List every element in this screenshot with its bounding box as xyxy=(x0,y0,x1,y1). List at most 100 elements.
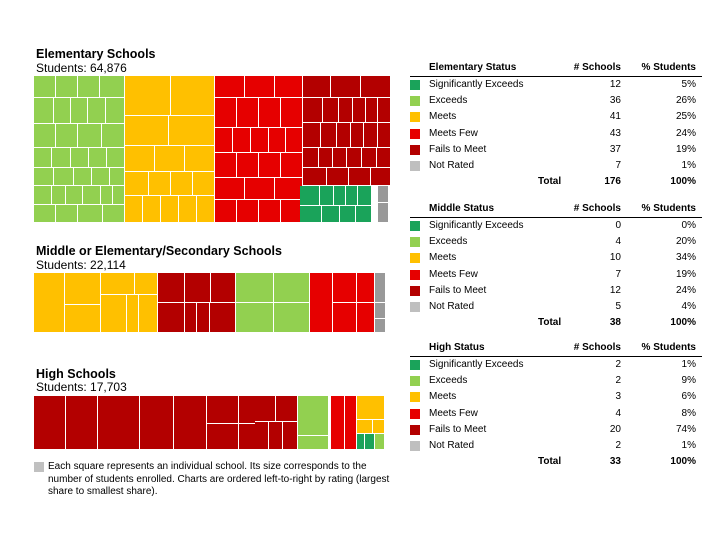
school-square xyxy=(303,168,327,186)
school-square xyxy=(103,205,125,223)
table-row: Meets Few 4 8% xyxy=(410,406,702,422)
school-square xyxy=(333,273,357,303)
rating-swatch xyxy=(410,392,420,403)
school-square xyxy=(56,76,78,98)
school-square xyxy=(274,303,310,333)
rating-swatch xyxy=(410,144,420,155)
table-header: High Status # Schools % Students xyxy=(410,340,702,357)
rating-swatch xyxy=(410,376,420,387)
table-title: Elementary Status xyxy=(429,62,517,73)
school-square xyxy=(197,196,215,223)
school-square xyxy=(169,116,215,146)
rating-label: Significantly Exceeds xyxy=(429,359,524,370)
school-square xyxy=(334,186,346,206)
table-row: Meets Few 7 19% xyxy=(410,267,702,283)
school-square xyxy=(71,148,89,168)
school-square xyxy=(274,273,310,303)
school-square xyxy=(34,124,56,148)
school-square xyxy=(101,273,135,295)
rating-label: Fails to Meet xyxy=(429,423,487,435)
rating-swatch xyxy=(410,221,420,231)
students-percent: 1% xyxy=(681,159,696,171)
rating-label: Meets xyxy=(429,391,457,403)
school-square xyxy=(321,123,337,148)
elementary-status-table: Elementary Status # Schools % Students Sign… xyxy=(410,60,702,190)
school-square xyxy=(56,124,78,148)
school-square xyxy=(66,186,83,205)
total-label: Total xyxy=(538,317,562,329)
rating-label: Meets Few xyxy=(429,268,478,280)
students-percent: 5% xyxy=(681,79,696,90)
school-square xyxy=(78,124,102,148)
school-square xyxy=(357,420,373,434)
school-square xyxy=(233,128,251,153)
students-percent: 6% xyxy=(681,391,696,403)
school-square xyxy=(236,273,274,303)
high-students: Students: 17,703 xyxy=(36,380,127,394)
table-header: Elementary Status # Schools % Students xyxy=(410,60,702,77)
table-row: Significantly Exceeds 12 5% xyxy=(410,77,702,93)
school-square xyxy=(34,168,54,186)
table-total-row: Total 176 100% xyxy=(410,174,702,190)
school-square xyxy=(149,172,171,196)
school-square xyxy=(300,206,322,223)
school-square xyxy=(185,273,211,303)
school-square xyxy=(303,76,331,98)
legend-note-swatch xyxy=(34,462,44,472)
school-square xyxy=(340,206,356,223)
school-square xyxy=(351,123,364,148)
school-square xyxy=(143,196,161,223)
schools-col-header: # Schools xyxy=(573,342,621,353)
schools-count: 2 xyxy=(615,375,621,387)
schools-count: 43 xyxy=(609,127,621,139)
students-percent: 19% xyxy=(675,143,696,155)
students-col-header: % Students xyxy=(641,203,696,214)
school-square xyxy=(375,319,386,333)
school-square xyxy=(34,148,52,168)
school-square xyxy=(377,148,391,168)
school-square xyxy=(357,303,375,333)
rating-swatch xyxy=(410,253,420,264)
school-square xyxy=(375,273,386,303)
students-percent: 8% xyxy=(681,407,696,419)
total-schools: 38 xyxy=(609,317,621,329)
high-status-table: High Status # Schools % Students Significan… xyxy=(410,340,702,470)
school-square xyxy=(333,303,357,333)
total-schools: 176 xyxy=(604,176,621,188)
school-square xyxy=(281,98,303,128)
school-square xyxy=(378,123,391,148)
schools-count: 10 xyxy=(609,252,621,264)
school-square xyxy=(100,76,125,98)
school-square xyxy=(237,98,259,128)
school-square xyxy=(185,146,215,172)
schools-count: 12 xyxy=(609,79,621,90)
legend-note: Each square represents an individual sch… xyxy=(48,461,390,498)
rating-swatch xyxy=(410,360,420,370)
rating-swatch xyxy=(410,160,420,171)
school-square xyxy=(255,396,276,422)
students-percent: 19% xyxy=(675,268,696,280)
school-square xyxy=(113,186,125,205)
school-square xyxy=(259,98,281,128)
school-square xyxy=(158,273,185,303)
school-square xyxy=(361,76,391,98)
table-row: Meets 41 25% xyxy=(410,109,702,125)
table-row: Exceeds 4 20% xyxy=(410,234,702,250)
students-col-header: % Students xyxy=(641,342,696,353)
schools-count: 2 xyxy=(615,439,621,451)
table-row: Significantly Exceeds 2 1% xyxy=(410,357,702,373)
students-col-header: % Students xyxy=(641,62,696,73)
school-square xyxy=(88,98,106,124)
schools-count: 5 xyxy=(615,300,621,312)
schools-count: 2 xyxy=(615,359,621,370)
school-square xyxy=(349,168,371,186)
school-square xyxy=(71,98,88,124)
table-row: Meets Few 43 24% xyxy=(410,126,702,142)
school-square xyxy=(92,168,110,186)
school-square xyxy=(281,153,303,178)
school-square xyxy=(339,98,353,123)
school-square xyxy=(236,303,274,333)
rating-label: Fails to Meet xyxy=(429,143,487,155)
school-square xyxy=(54,168,74,186)
school-square xyxy=(356,206,372,223)
